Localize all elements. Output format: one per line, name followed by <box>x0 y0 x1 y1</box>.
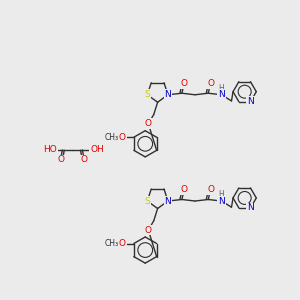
Text: O: O <box>57 155 64 164</box>
Text: N: N <box>247 97 254 106</box>
Text: CH₃: CH₃ <box>104 133 118 142</box>
Text: N: N <box>218 90 225 99</box>
Text: H: H <box>218 190 224 200</box>
Text: O: O <box>181 79 188 88</box>
Text: O: O <box>119 239 126 248</box>
Text: O: O <box>207 185 214 194</box>
Text: O: O <box>80 155 88 164</box>
Text: OH: OH <box>90 146 104 154</box>
Text: O: O <box>145 226 152 235</box>
Text: H: H <box>218 84 224 93</box>
Text: S: S <box>144 196 150 206</box>
Text: HO: HO <box>43 146 57 154</box>
Text: O: O <box>145 119 152 128</box>
Text: O: O <box>181 185 188 194</box>
Text: O: O <box>119 133 126 142</box>
Text: N: N <box>165 90 171 99</box>
Text: N: N <box>247 203 254 212</box>
Text: N: N <box>218 196 225 206</box>
Text: O: O <box>207 79 214 88</box>
Text: CH₃: CH₃ <box>104 239 118 248</box>
Text: N: N <box>165 196 171 206</box>
Text: S: S <box>144 90 150 99</box>
